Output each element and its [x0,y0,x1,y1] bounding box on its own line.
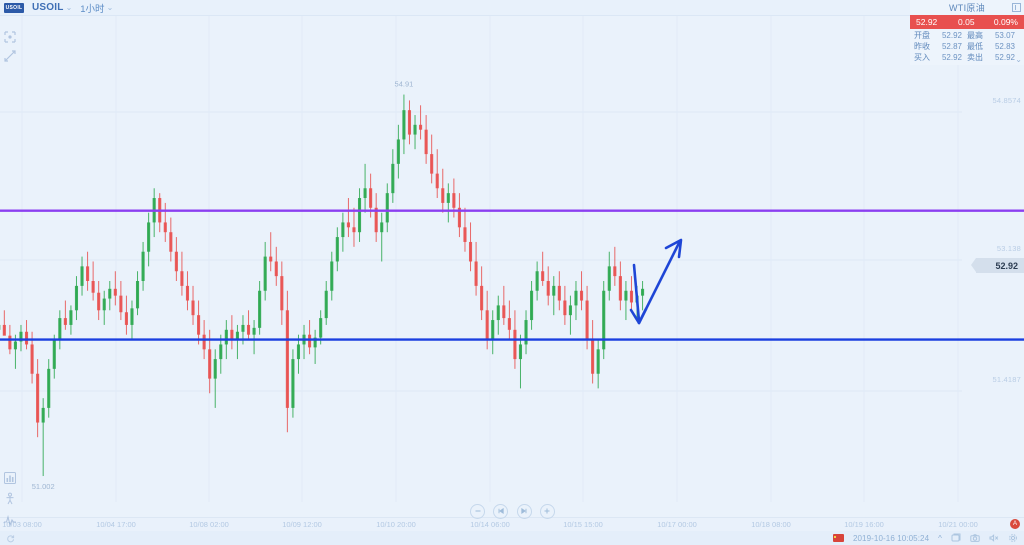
time-tick-label: 10/08 02:00 [189,520,229,529]
zoom-out-button[interactable] [470,503,485,519]
quote-row: 开盘 52.92 最高 53.07 [914,30,1020,41]
symbol-selector[interactable]: USOIL ⌄ [32,2,72,13]
collapse-panel-icon[interactable] [1012,3,1021,12]
quote-summary: 52.92 0.05 0.09% [910,15,1024,29]
country-flag-icon [832,534,844,542]
quote-change: 0.05 [958,17,975,27]
chevron-down-icon: ⌄ [106,3,114,12]
quote-bid-value: 52.92 [941,53,962,62]
layout-icon[interactable] [951,533,961,543]
chevron-down-icon: ⌄ [65,3,73,12]
svg-text:51.002: 51.002 [32,482,55,491]
time-tick-label: 10/10 20:00 [376,520,416,529]
left-toolbar [0,16,20,527]
expand-quote-icon[interactable]: ⌄ [1015,55,1022,64]
candlestick-chart: 54.91 51.002 [0,16,1024,518]
quote-high-label: 最高 [967,31,983,40]
step-forward-button[interactable] [516,503,532,519]
quote-high-value: 53.07 [994,31,1015,40]
quote-row: 买入 52.92 卖出 52.92 [914,52,1020,63]
time-tick-label: 10/21 00:00 [938,520,978,529]
measure-icon[interactable] [3,492,17,506]
quote-change-percent: 0.09% [993,17,1018,27]
quote-prevclose-value: 52.87 [941,42,962,51]
camera-icon[interactable] [970,533,980,543]
quote-details: 开盘 52.92 最高 53.07 昨收 52.87 最低 52.83 买入 5… [910,29,1024,65]
chart-plot-area[interactable]: 54.91 51.002 [0,16,1024,518]
quote-bid-label: 买入 [914,53,930,62]
quote-panel: WTI原油 52.92 0.05 0.09% 开盘 52.92 最高 53.07… [910,0,1024,65]
chart-header: USOIL USOIL ⌄ 1小时 ⌄ [0,0,1024,16]
chevron-up-icon[interactable]: ^ [938,533,942,543]
quote-ask-label: 卖出 [967,53,983,62]
time-tick-label: 10/04 17:00 [96,520,136,529]
clock-timestamp: 2019-10-16 10:05:24 [852,533,930,543]
zoom-in-button[interactable] [539,503,555,519]
step-back-button[interactable] [493,503,509,519]
refresh-icon[interactable] [6,534,15,543]
time-tick-label: 10/18 08:00 [751,520,791,529]
quote-low-value: 52.83 [994,42,1015,51]
quote-row: 昨收 52.87 最低 52.83 [914,41,1020,52]
current-price-tag: 52.92 [971,258,1024,273]
expand-icon[interactable] [3,49,17,63]
quote-title: WTI原油 [949,3,985,13]
quote-low-label: 最低 [967,42,983,51]
gear-icon[interactable] [1008,533,1018,543]
zoom-controls [470,503,555,519]
quote-open-label: 开盘 [914,31,930,40]
status-bar: 2019-10-16 10:05:24 ^ [0,531,1024,545]
alert-marker-icon[interactable]: A [1010,519,1020,529]
mute-icon[interactable] [989,533,999,543]
time-tick-label: 10/14 06:00 [470,520,510,529]
time-tick-label: 10/09 12:00 [282,520,322,529]
app-logo: USOIL [4,2,24,13]
time-tick-label: 10/19 16:00 [844,520,884,529]
svg-text:54.91: 54.91 [395,80,414,89]
quote-last-price: 52.92 [916,17,938,27]
symbol-label: USOIL [32,2,64,13]
quote-ask-value: 52.92 [994,53,1015,62]
time-tick-label: 10/15 15:00 [563,520,603,529]
quote-prevclose-label: 昨收 [914,42,930,51]
pulse-icon[interactable] [3,513,17,527]
timeframe-label: 1小时 [80,3,105,15]
crosshair-icon[interactable] [3,30,17,44]
timeframe-selector[interactable]: 1小时 ⌄ [80,1,113,15]
indicators-icon[interactable] [3,471,17,485]
time-axis[interactable]: 10/03 08:00 10/04 17:00 10/08 02:00 10/0… [0,517,1024,531]
quote-title-bar: WTI原油 [910,0,1024,15]
quote-open-value: 52.92 [941,31,962,40]
status-left-icons [0,534,15,543]
time-tick-label: 10/03 08:00 [2,520,42,529]
time-tick-label: 10/17 00:00 [657,520,697,529]
status-right-group: 2019-10-16 10:05:24 ^ [832,533,1024,543]
